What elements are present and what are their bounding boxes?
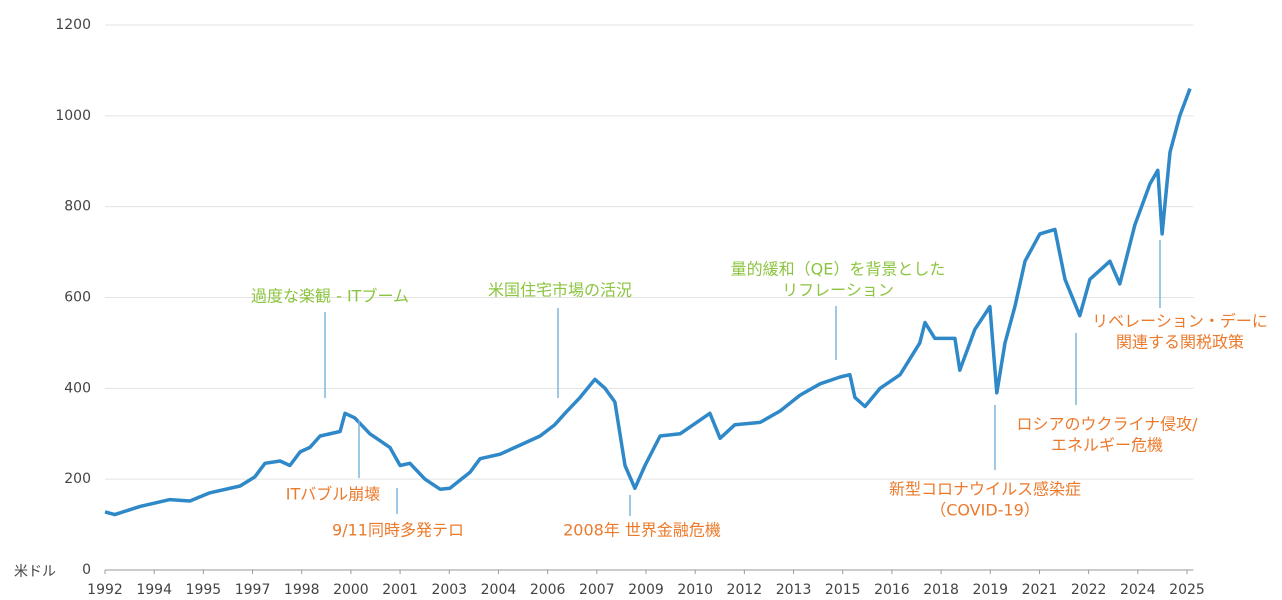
annotation-text: 2008年 世界金融危機 bbox=[563, 521, 721, 540]
annotation-text: 新型コロナウイルス感染症 bbox=[889, 480, 1081, 499]
x-tick-label: 2010 bbox=[677, 582, 713, 598]
x-tick-label: 2016 bbox=[874, 582, 910, 598]
y-tick-label: 1200 bbox=[55, 17, 91, 33]
annotation-text: 関連する関税政策 bbox=[1116, 333, 1244, 352]
x-tick-label: 2012 bbox=[727, 582, 763, 598]
x-tick-label: 2004 bbox=[481, 582, 517, 598]
x-tick-label: 2015 bbox=[825, 582, 861, 598]
y-tick-label: 400 bbox=[64, 380, 91, 396]
x-tick-label: 2022 bbox=[1071, 582, 1107, 598]
annotation-text: 9/11同時多発テロ bbox=[332, 521, 464, 540]
annotation-text: （COVID-19） bbox=[930, 501, 1040, 520]
x-tick-label: 1992 bbox=[87, 582, 123, 598]
data-line bbox=[104, 87, 1192, 517]
annotation-text: 米国住宅市場の活況 bbox=[488, 281, 632, 300]
y-tick-label: 1000 bbox=[55, 108, 91, 124]
y-tick-label: 0 bbox=[82, 562, 91, 578]
annotation-text: 量的緩和（QE）を背景とした bbox=[731, 260, 946, 279]
y-tick-label: 200 bbox=[64, 471, 91, 487]
x-tick-label: 1997 bbox=[235, 582, 271, 598]
unit-label: 米ドル bbox=[14, 564, 56, 580]
annotation-text: リベレーション・デーに bbox=[1092, 312, 1268, 331]
x-tick-label: 2019 bbox=[972, 582, 1008, 598]
x-tick-label: 2024 bbox=[1120, 582, 1156, 598]
x-tick-label: 2007 bbox=[579, 582, 615, 598]
x-tick-label: 2025 bbox=[1169, 582, 1205, 598]
annotation-text: 過度な楽観 - ITブーム bbox=[251, 287, 409, 306]
x-tick-label: 2009 bbox=[628, 582, 664, 598]
x-tick-label: 1994 bbox=[136, 582, 172, 598]
x-tick-label: 1995 bbox=[186, 582, 222, 598]
x-tick-label: 2018 bbox=[923, 582, 959, 598]
annotation-text: エネルギー危機 bbox=[1051, 436, 1163, 455]
x-tick-label: 2001 bbox=[382, 582, 418, 598]
x-tick-label: 2013 bbox=[776, 582, 812, 598]
x-tick-label: 2006 bbox=[530, 582, 566, 598]
x-tick-label: 2021 bbox=[1022, 582, 1058, 598]
x-tick-label: 1998 bbox=[284, 582, 320, 598]
annotation-text: ITバブル崩壊 bbox=[286, 485, 381, 504]
y-tick-label: 600 bbox=[64, 290, 91, 306]
x-tick-label: 2003 bbox=[431, 582, 467, 598]
y-tick-label: 800 bbox=[64, 199, 91, 215]
annotation-text: ロシアのウクライナ侵攻/ bbox=[1016, 415, 1198, 434]
annotation-text: リフレーション bbox=[782, 281, 894, 300]
x-tick-label: 2000 bbox=[333, 582, 369, 598]
